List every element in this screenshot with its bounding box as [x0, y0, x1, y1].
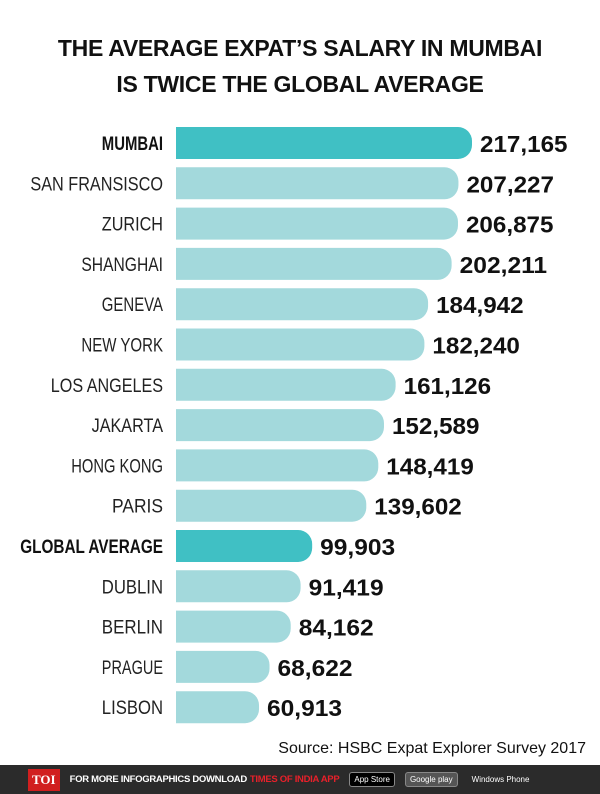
bar-paris	[176, 489, 367, 522]
value-label: 60,913	[267, 695, 342, 721]
toi-logo[interactable]: TOI	[28, 768, 60, 791]
bar-zurich	[176, 207, 458, 240]
app-store-badge[interactable]: App Store	[349, 772, 395, 787]
value-label: 184,942	[436, 292, 524, 318]
footer-app-name[interactable]: TIMES OF INDIA APP	[249, 774, 340, 785]
value-label: 182,240	[432, 333, 520, 359]
value-label: 148,419	[386, 453, 474, 479]
bar-shanghai	[176, 247, 452, 280]
bar-chart: MUMBAI 217,165 SAN FRANSISCO 207,227 ZURICH 2…	[20, 127, 568, 724]
category-label: SHANGHAI	[81, 255, 163, 276]
category-label: GENEVA	[102, 295, 163, 316]
category-label: PARIS	[112, 497, 163, 518]
value-label: 99,903	[320, 534, 395, 560]
value-label: 152,589	[392, 413, 480, 439]
value-label: 207,227	[466, 171, 554, 197]
category-label: GLOBAL AVERAGE	[20, 537, 163, 558]
bar-geneva	[176, 288, 429, 321]
footer-text: FOR MORE INFOGRAPHICS DOWNLOAD	[69, 774, 248, 785]
category-label: LOS ANGELES	[51, 376, 163, 397]
bar-lisbon	[176, 691, 260, 724]
value-label: 206,875	[466, 212, 554, 238]
value-label: 161,126	[404, 373, 492, 399]
bar-hong-kong	[176, 449, 379, 482]
bar-mumbai	[176, 127, 472, 159]
value-label: 84,162	[299, 615, 374, 641]
category-label: SAN FRANSISCO	[30, 174, 163, 195]
bar-prague	[176, 650, 270, 683]
category-label: ZURICH	[102, 215, 163, 236]
value-label: 202,211	[460, 252, 548, 278]
chart-title: THE AVERAGE EXPAT’S SALARY IN MUMBAI IS …	[0, 30, 600, 102]
bar-berlin	[176, 610, 291, 643]
value-label: 68,622	[278, 655, 353, 681]
windows-phone-badge[interactable]: Windows Phone	[471, 775, 530, 784]
bar-jakarta	[176, 409, 384, 442]
category-label: HONG KONG	[71, 456, 163, 477]
source-note: Source: HSBC Expat Explorer Survey 2017	[278, 740, 586, 757]
bar-los-angeles	[176, 368, 396, 401]
bar-san-fransisco	[176, 167, 459, 200]
category-label: BERLIN	[102, 618, 163, 639]
title-line-1: THE AVERAGE EXPAT’S SALARY IN MUMBAI	[57, 35, 543, 61]
bar-global-average	[176, 530, 313, 562]
category-label: NEW YORK	[81, 336, 163, 357]
category-label: JAKARTA	[92, 416, 164, 437]
bar-dublin	[176, 570, 301, 603]
value-label: 139,602	[374, 494, 462, 520]
bar-new-york	[176, 328, 425, 361]
category-label: PRAGUE	[102, 658, 163, 679]
google-play-badge[interactable]: Google play	[404, 772, 458, 787]
footer-banner: TOI FOR MORE INFOGRAPHICS DOWNLOAD TIMES…	[0, 765, 600, 794]
category-label: DUBLIN	[102, 577, 163, 598]
value-label: 217,165	[480, 131, 568, 157]
title-line-2: IS TWICE THE GLOBAL AVERAGE	[116, 71, 484, 97]
category-label: LISBON	[102, 698, 163, 719]
value-label: 91,419	[309, 574, 384, 600]
category-label: MUMBAI	[102, 134, 163, 155]
